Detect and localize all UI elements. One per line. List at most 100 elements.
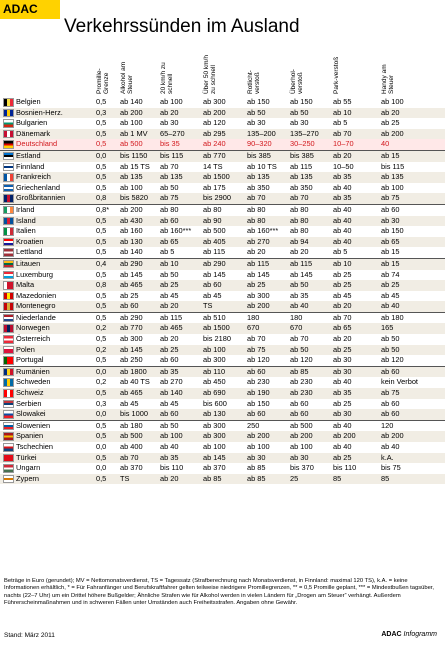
- table-cell: 0,5: [96, 301, 107, 311]
- table-row: Ungarn 0,0 ab 370 bis 110 ab 370 ab 85 bis 370…: [0, 463, 445, 474]
- table-cell: ab 465: [120, 280, 143, 290]
- table-cell: ab 90: [203, 215, 222, 225]
- table-cell: 90–320: [247, 139, 272, 149]
- table-cell: ab 135: [290, 172, 313, 182]
- flag-icon: [3, 227, 14, 236]
- table-cell: ab 65: [381, 236, 400, 246]
- table-cell: ab 430: [120, 215, 143, 225]
- column-header: Überhol-verstoß: [290, 69, 304, 94]
- flag-icon: [3, 453, 14, 463]
- table-cell: ab 100: [381, 182, 404, 192]
- table-row: Bulgarien 0,5 ab 100 ab 30 ab 120 ab 30 ab 30 a…: [0, 118, 445, 129]
- column-header: 20 km/h zu schnell: [160, 62, 174, 94]
- table-cell: ab 100: [290, 442, 313, 451]
- country-name: Zypern: [16, 473, 40, 483]
- table-cell: ab 160***: [160, 226, 192, 236]
- table-cell: ab 50: [160, 420, 179, 430]
- table-cell: 0,2: [96, 344, 107, 354]
- table-cell: ab 70: [290, 334, 309, 344]
- table-cell: ab 45: [120, 398, 139, 408]
- flag-icon: [3, 152, 14, 161]
- table-cell: ab 100: [203, 344, 226, 354]
- table-cell: 0,3: [96, 107, 107, 117]
- flag-icon: [3, 162, 14, 171]
- table-cell: ab 230: [247, 377, 270, 387]
- table-cell: bis 75: [381, 463, 401, 473]
- table-cell: 0,5: [96, 236, 107, 246]
- table-cell: ab 115: [290, 258, 313, 268]
- country-name: Kroatien: [16, 236, 44, 246]
- flag-icon: [3, 432, 14, 441]
- table-cell: ab 30: [381, 215, 400, 225]
- table-cell: bis 115: [160, 150, 184, 160]
- table-cell: ab 160: [120, 226, 143, 236]
- table-cell: ab 50: [290, 107, 309, 117]
- table-cell: ab 240: [203, 139, 226, 149]
- flag-icon: [3, 281, 14, 290]
- table-cell: 670: [290, 323, 303, 333]
- table-cell: ab 35: [160, 452, 179, 462]
- table-cell: bis 1150: [120, 150, 148, 160]
- table-cell: ab 20: [333, 301, 352, 311]
- brand-infogramm: ADAC Infogramm: [381, 631, 437, 638]
- table-cell: ab 190: [247, 388, 270, 398]
- table-cell: 85: [333, 473, 342, 483]
- table-cell: ab 200: [381, 128, 404, 138]
- table-cell: ab 40: [333, 226, 352, 236]
- country-name: Estland: [16, 150, 41, 160]
- table-cell: ab 400: [120, 442, 143, 451]
- table-row: Griechenland 0,5 ab 100 ab 50 ab 175 ab 350 ab…: [0, 183, 445, 194]
- table-row: Schweiz 0,5 ab 465 ab 140 ab 690 ab 190 ab 230…: [0, 388, 445, 399]
- country-name: Slowenien: [16, 420, 51, 430]
- table-cell: ab 45: [381, 290, 400, 300]
- table-cell: ab 1500: [203, 323, 230, 333]
- table-cell: ab 115: [160, 312, 183, 322]
- table-cell: ab 94: [290, 236, 309, 246]
- table-cell: ab 45: [333, 290, 352, 300]
- table-cell: ab 100: [120, 182, 143, 192]
- table-cell: ab 180: [120, 420, 143, 430]
- table-cell: ab 120: [290, 355, 313, 365]
- table-cell: ab 85: [247, 473, 266, 483]
- table-cell: ab 145: [247, 269, 270, 279]
- flag-icon: [3, 291, 14, 301]
- table-cell: ab 270: [247, 236, 270, 246]
- table-cell: 30–250: [290, 139, 315, 149]
- table-cell: ab 35: [333, 388, 352, 398]
- column-header: Handy am Steuer: [381, 64, 395, 94]
- table-cell: ab 40: [381, 301, 400, 311]
- table-cell: ab 35: [333, 193, 352, 203]
- table-cell: bis 600: [203, 398, 227, 408]
- flag-icon: [3, 313, 14, 323]
- table-row: Finnland 0,5 ab 15 TS ab 70 14 TS ab 10 TS ab …: [0, 162, 445, 173]
- table-cell: 0,5: [96, 161, 107, 171]
- table-row: Großbritannien 0,8 bis 5820 ab 75 bis 2900 ab…: [0, 193, 445, 204]
- table-cell: ab 200: [333, 431, 356, 441]
- table-cell: ab 40: [333, 204, 352, 214]
- table-cell: ab 50: [381, 344, 400, 354]
- country-name: Österreich: [16, 334, 51, 344]
- country-name: Schweden: [16, 377, 51, 387]
- table-cell: ab 690: [203, 388, 226, 398]
- table-cell: ab 370: [120, 463, 143, 473]
- country-name: Bosnien-Herz.: [16, 107, 63, 117]
- table-cell: 0,8*: [96, 204, 110, 214]
- table-cell: ab 110: [203, 366, 226, 376]
- table-cell: ab 45: [160, 290, 179, 300]
- table-cell: bis 115: [381, 161, 405, 171]
- table-cell: ab 20: [160, 107, 179, 117]
- table-cell: ab 130: [120, 236, 143, 246]
- table-cell: 10–50: [333, 161, 354, 171]
- table-cell: ab 50: [160, 269, 179, 279]
- table-cell: ab 50: [290, 344, 309, 354]
- table-cell: 165: [381, 323, 394, 333]
- country-name: Luxemburg: [16, 269, 53, 279]
- table-cell: ab 40: [160, 442, 179, 451]
- table-cell: ab 510: [203, 312, 226, 322]
- table-cell: ab 20: [290, 247, 309, 257]
- table-cell: ab 150: [381, 226, 404, 236]
- table-row: Montenegro 0,5 ab 60 ab 20 TS ab 200 ab 40 ab 2…: [0, 301, 445, 312]
- flag-icon: [3, 464, 14, 473]
- table-cell: ab 150: [247, 97, 270, 106]
- table-cell: ab 115: [203, 247, 226, 257]
